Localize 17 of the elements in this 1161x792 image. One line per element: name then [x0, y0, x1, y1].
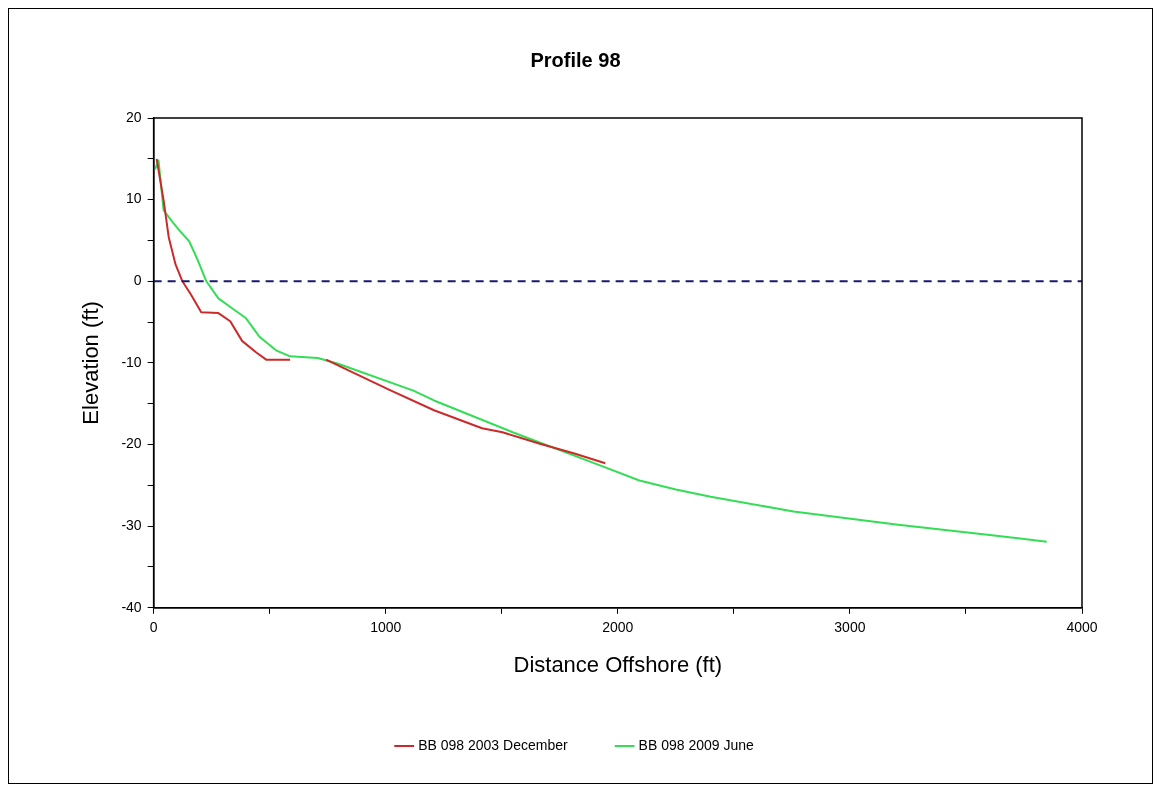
legend-label: BB 098 2003 December [418, 736, 568, 753]
legend-label: BB 098 2009 June [638, 736, 755, 753]
x-tick-label: 3000 [834, 619, 866, 636]
x-tick-label: 4000 [1066, 619, 1098, 636]
x-tick-label: 1000 [370, 619, 402, 636]
y-tick-label: -10 [121, 353, 142, 370]
chart-title: Profile 98 [530, 48, 621, 71]
x-tick-label: 0 [149, 619, 158, 636]
y-tick-label: 0 [133, 272, 142, 289]
y-tick-label: 10 [126, 190, 142, 207]
y-tick-label: -20 [121, 435, 142, 452]
y-axis-title: Elevation (ft) [78, 301, 104, 425]
x-axis-title: Distance Offshore (ft) [513, 651, 723, 677]
y-tick-label: -30 [121, 517, 142, 534]
y-tick-label: 20 [126, 108, 142, 125]
y-tick-label: -40 [121, 598, 142, 615]
x-tick-label: 2000 [602, 619, 634, 636]
